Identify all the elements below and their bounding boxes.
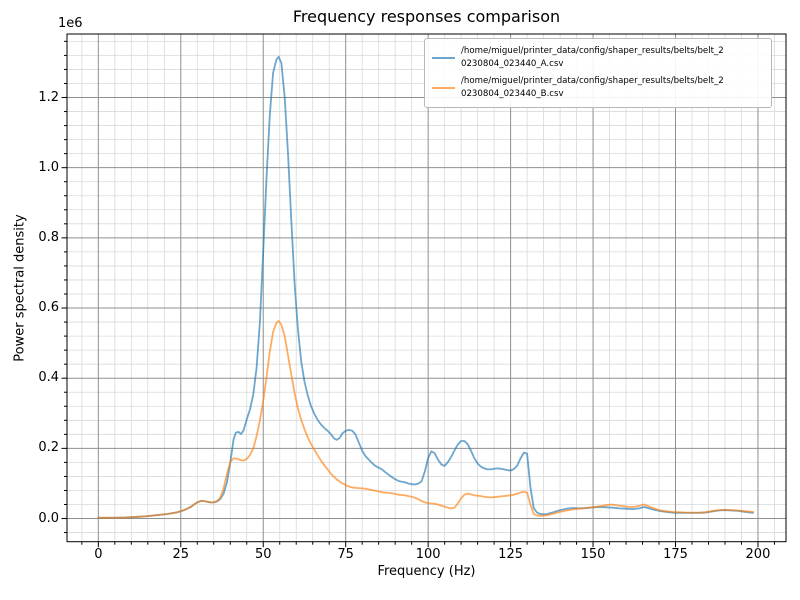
legend-entry-a: /home/miguel/printer_data/config/shaper_… (432, 45, 764, 71)
y-axis-offset-label: 1e6 (58, 16, 83, 31)
legend-label-a-line2: 0230804_023440_A.csv (461, 59, 564, 69)
x-axis-label: Frequency (Hz) (377, 564, 476, 579)
x-tick-label: 175 (663, 547, 688, 562)
axes-spines (66, 33, 787, 543)
legend-label-b-line1: /home/miguel/printer_data/config/shaper_… (461, 76, 724, 86)
x-tick-label: 0 (94, 547, 103, 562)
y-tick-label: 0.0 (38, 510, 59, 526)
x-tick-label: 200 (745, 547, 771, 562)
x-tick-label: 75 (337, 547, 354, 562)
chart-title: Frequency responses comparison (292, 7, 561, 26)
y-tick-label: 0.4 (38, 370, 59, 386)
x-tick-label: 150 (580, 547, 606, 562)
x-tick-label: 100 (415, 547, 441, 562)
x-tick-label: 25 (172, 547, 190, 562)
y-tick-label: 0.6 (38, 300, 59, 316)
series-line-b (97, 320, 754, 519)
legend: /home/miguel/printer_data/config/shaper_… (424, 38, 772, 108)
legend-label-a-line1: /home/miguel/printer_data/config/shaper_… (461, 46, 724, 56)
y-tick-label: 1.0 (38, 159, 59, 175)
x-tick-label: 50 (254, 547, 272, 562)
y-tick-label: 1.2 (38, 89, 59, 105)
legend-label-a: /home/miguel/printer_data/config/shaper_… (461, 45, 724, 71)
y-tick-label: 0.8 (38, 229, 59, 245)
legend-label-b-line2: 0230804_023440_B.csv (461, 89, 564, 99)
legend-entry-b: /home/miguel/printer_data/config/shaper_… (432, 75, 764, 101)
legend-line-sample-b (432, 87, 455, 89)
legend-label-b: /home/miguel/printer_data/config/shaper_… (461, 75, 724, 101)
y-tick-label: 0.2 (38, 440, 59, 456)
legend-line-sample-a (432, 57, 455, 59)
x-tick-label: 125 (498, 547, 523, 562)
